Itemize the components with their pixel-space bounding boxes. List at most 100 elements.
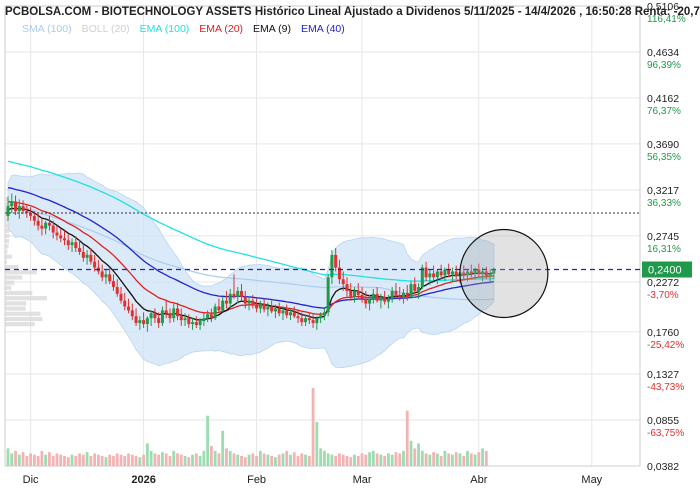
volume-bar bbox=[63, 455, 66, 466]
volume-bar bbox=[296, 455, 300, 466]
volume-bar bbox=[149, 450, 153, 466]
volume-bar bbox=[424, 453, 428, 466]
volume-bar bbox=[383, 455, 387, 466]
ema-100-line bbox=[7, 160, 494, 282]
volume-bar bbox=[59, 454, 63, 466]
volume-profile-bar bbox=[5, 290, 33, 296]
volume-bar bbox=[387, 453, 390, 466]
chart-title: PCBOLSA.COM - BIOTECHNOLOGY ASSETS Histó… bbox=[5, 6, 700, 18]
volume-bar bbox=[85, 452, 89, 466]
volume-profile-bar bbox=[5, 223, 10, 228]
candle-body bbox=[266, 306, 270, 310]
candle-body bbox=[484, 271, 488, 277]
volume-bar bbox=[251, 453, 255, 466]
volume-bar bbox=[409, 440, 413, 466]
y-tick-percent: 16,31% bbox=[647, 244, 681, 255]
volume-bar bbox=[379, 454, 383, 466]
candle-body bbox=[66, 240, 70, 246]
highlight-circle bbox=[459, 228, 549, 319]
candle-body bbox=[127, 306, 131, 311]
volume-bar bbox=[443, 450, 447, 466]
volume-profile-bar bbox=[5, 233, 10, 238]
volume-bar bbox=[435, 453, 439, 466]
volume-profile-bar bbox=[5, 322, 35, 327]
candle-body bbox=[281, 310, 285, 314]
candle-body bbox=[307, 318, 311, 321]
candle-body bbox=[25, 211, 29, 214]
volume-bar bbox=[138, 457, 142, 466]
candle-body bbox=[375, 293, 379, 301]
volume-bar bbox=[112, 455, 115, 466]
x-tick-label: Feb bbox=[247, 474, 266, 486]
volume-bar bbox=[360, 453, 364, 466]
volume-bar bbox=[277, 454, 281, 466]
x-tick-label: Dic bbox=[23, 474, 39, 486]
volume-bar bbox=[319, 448, 323, 466]
volume-bar bbox=[300, 453, 304, 466]
candle-body bbox=[100, 271, 104, 278]
candle-body bbox=[394, 290, 398, 295]
volume-bar bbox=[274, 457, 277, 466]
candle-body bbox=[142, 320, 146, 325]
volume-bar bbox=[202, 450, 206, 466]
candle-body bbox=[202, 318, 206, 322]
volume-bar bbox=[164, 453, 168, 466]
volume-bar bbox=[172, 450, 176, 466]
volume-bar bbox=[462, 455, 466, 466]
candle-body bbox=[292, 312, 296, 317]
candle-body bbox=[439, 271, 443, 276]
volume-bar bbox=[127, 453, 130, 466]
x-tick-label: 2026 bbox=[131, 474, 155, 486]
volume-bar bbox=[390, 454, 394, 466]
candle-body bbox=[21, 206, 25, 212]
candle-body bbox=[390, 290, 394, 299]
volume-bar bbox=[375, 453, 379, 466]
volume-profile-bar bbox=[5, 311, 41, 316]
bollinger-area bbox=[7, 172, 495, 368]
volume-bar bbox=[36, 455, 40, 466]
volume-bar bbox=[209, 445, 213, 466]
volume-bar bbox=[240, 455, 243, 466]
candle-body bbox=[209, 314, 213, 319]
volume-bar bbox=[311, 388, 315, 466]
candle-body bbox=[243, 296, 247, 304]
indicator-lines bbox=[7, 160, 495, 321]
candle-body bbox=[51, 225, 55, 233]
volume-bar bbox=[44, 454, 48, 466]
candle-body bbox=[153, 313, 157, 319]
volume-bar bbox=[130, 454, 134, 466]
volume-bar bbox=[145, 443, 149, 466]
bollinger-band bbox=[7, 172, 495, 368]
candle-body bbox=[473, 269, 477, 274]
candle-body bbox=[454, 271, 458, 277]
price-tag-box bbox=[642, 261, 692, 278]
volume-bar bbox=[326, 453, 330, 466]
candle-body bbox=[40, 225, 44, 229]
volume-bar bbox=[285, 450, 289, 466]
volume-profile-bar bbox=[5, 306, 26, 311]
volume-bar bbox=[51, 455, 55, 466]
volume-bar bbox=[115, 453, 119, 466]
volume-bar bbox=[81, 454, 85, 466]
candle-body bbox=[111, 281, 115, 288]
volume-bar bbox=[232, 453, 236, 466]
volume-bar bbox=[334, 455, 338, 466]
y-tick-percent: 76,37% bbox=[647, 106, 681, 117]
candle-body bbox=[469, 271, 473, 274]
candle-body bbox=[447, 269, 451, 275]
y-tick-label: 0,2745 bbox=[647, 231, 679, 243]
candle-body bbox=[319, 315, 323, 319]
candle-body bbox=[36, 220, 40, 226]
y-tick-percent: 56,35% bbox=[647, 152, 681, 163]
candle-body bbox=[134, 316, 138, 324]
candle-body bbox=[175, 308, 179, 317]
volume-bar bbox=[74, 455, 78, 466]
candle-body bbox=[341, 279, 345, 285]
volume-bar bbox=[89, 455, 93, 466]
volume-bar bbox=[123, 455, 127, 466]
volume-profile bbox=[5, 197, 47, 327]
volume-bar bbox=[315, 422, 319, 466]
candle-body bbox=[315, 318, 319, 324]
x-axis: Dic 2026 Feb Mar Abr May bbox=[23, 474, 603, 486]
candle-body bbox=[273, 308, 277, 312]
